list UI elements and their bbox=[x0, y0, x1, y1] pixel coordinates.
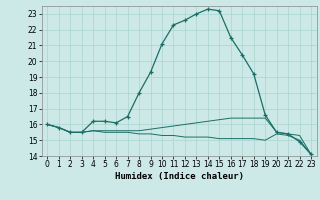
X-axis label: Humidex (Indice chaleur): Humidex (Indice chaleur) bbox=[115, 172, 244, 181]
